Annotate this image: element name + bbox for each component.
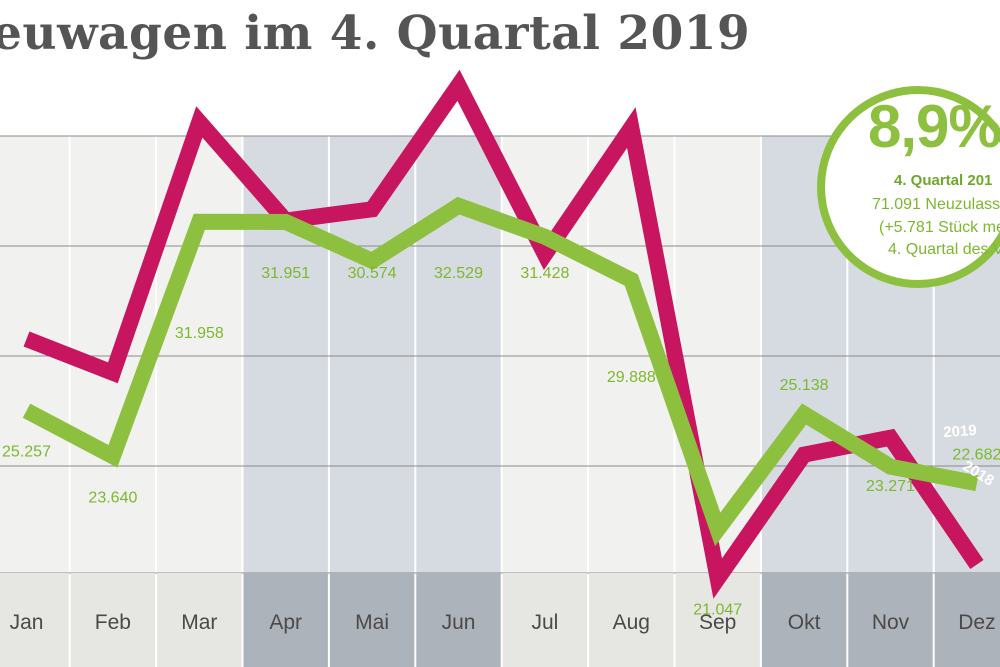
- x-tick-label: Okt: [788, 611, 821, 634]
- data-label-mai: 30.574: [348, 265, 397, 282]
- month-column-apr: [243, 136, 328, 573]
- data-label-okt: 25.138: [780, 377, 829, 394]
- month-axis: Jan Feb Mar Apr Mai Jun Jul Aug Sep Okt Nov Dez: [0, 573, 1000, 667]
- axis-cell-aug: [589, 573, 674, 667]
- data-label-nov: 23.271: [866, 478, 915, 495]
- x-tick-label: Jul: [531, 611, 558, 634]
- data-label-jan: 25.257: [2, 444, 51, 461]
- data-label-feb: 23.640: [88, 489, 137, 506]
- axis-cell-jan: [0, 573, 69, 667]
- data-label-jul: 31.428: [520, 265, 569, 282]
- x-tick-label: Mai: [355, 611, 389, 634]
- data-label-dez: 22.682: [952, 446, 1000, 463]
- x-tick-label: Feb: [95, 611, 131, 634]
- series-label-2019: 2019: [943, 422, 977, 441]
- data-label-sep: 21.047: [693, 601, 742, 618]
- x-tick-label: Sep: [699, 611, 736, 634]
- value-labels: 25.257 23.640 31.958 31.951 30.574 32.529 31.4…: [2, 265, 1000, 618]
- callout-badge: [817, 86, 1000, 288]
- x-tick-label: Dez: [958, 611, 995, 634]
- axis-cell-nov: [848, 573, 933, 667]
- month-columns: [0, 136, 1000, 573]
- axis-cell-mai: [329, 573, 415, 667]
- x-tick-label: Apr: [269, 611, 302, 634]
- series-lines: [22, 69, 984, 599]
- x-tick-label: Aug: [613, 611, 650, 634]
- axis-cell-jun: [416, 573, 501, 667]
- x-tick-label: Jun: [442, 611, 476, 634]
- series-line-2019: [22, 196, 979, 547]
- axis-cell-apr: [243, 573, 328, 667]
- axis-cell-dez: [934, 573, 1000, 667]
- axis-cell-mar: [157, 573, 242, 667]
- axis-cell-feb: [70, 573, 156, 667]
- series-line-2018: [23, 69, 984, 599]
- chart-title: euwagen im 4. Quartal 2019: [0, 6, 751, 61]
- data-label-aug: 29.888: [607, 369, 656, 386]
- data-label-jun: 32.529: [434, 265, 483, 282]
- x-tick-label: Jan: [10, 611, 44, 634]
- data-label-mar: 31.958: [175, 325, 224, 342]
- data-label-apr: 31.951: [261, 265, 310, 282]
- axis-cell-jul: [502, 573, 588, 667]
- x-tick-label: Nov: [872, 611, 910, 634]
- axis-cell-okt: [761, 573, 847, 667]
- x-tick-label: Mar: [181, 611, 217, 634]
